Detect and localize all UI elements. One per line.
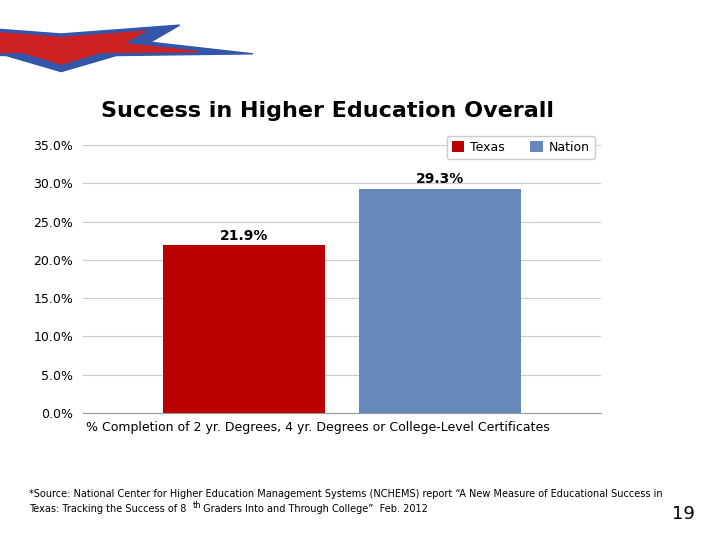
Text: Graders Into and Through College”  Feb. 2012: Graders Into and Through College” Feb. 2… [200, 504, 428, 514]
Text: 21.9%: 21.9% [220, 229, 269, 243]
Bar [163, 245, 325, 413]
Text: 29.3%: 29.3% [415, 172, 464, 186]
Legend: Texas, Nation: Texas, Nation [446, 136, 595, 159]
Text: Success in Higher Education Overall: Success in Higher Education Overall [101, 100, 554, 121]
Text: Texas: Tracking the Success of 8: Texas: Tracking the Success of 8 [29, 504, 186, 514]
Bar [359, 188, 521, 413]
Text: College Persistence: College Persistence [112, 32, 420, 60]
Text: 19: 19 [672, 505, 695, 523]
Polygon shape [0, 31, 198, 64]
Text: % Completion of 2 yr. Degrees, 4 yr. Degrees or College-Level Certificates: % Completion of 2 yr. Degrees, 4 yr. Deg… [86, 421, 549, 434]
Text: *Source: National Center for Higher Education Management Systems (NCHEMS) report: *Source: National Center for Higher Educ… [29, 489, 662, 499]
Polygon shape [0, 18, 321, 81]
Polygon shape [0, 25, 253, 72]
Text: th: th [193, 501, 202, 510]
